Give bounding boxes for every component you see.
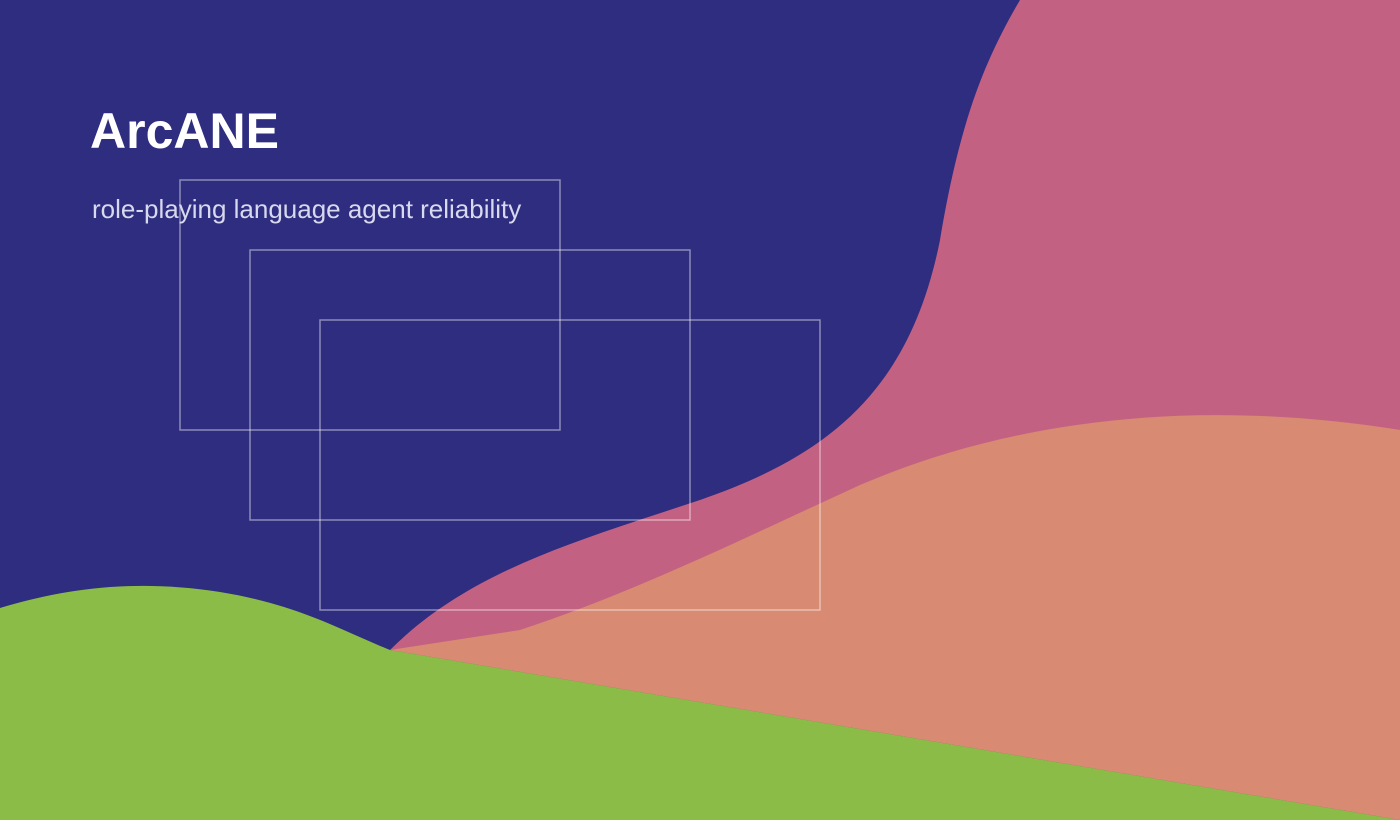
orange-wave: [390, 415, 1400, 820]
subtitle: role-playing language agent reliability: [92, 194, 521, 224]
green-wave: [0, 585, 1400, 820]
title: ArcANE: [90, 103, 279, 159]
outline-frame: [179, 179, 561, 431]
outline-frame: [249, 249, 691, 521]
outline-frame: [319, 319, 821, 611]
